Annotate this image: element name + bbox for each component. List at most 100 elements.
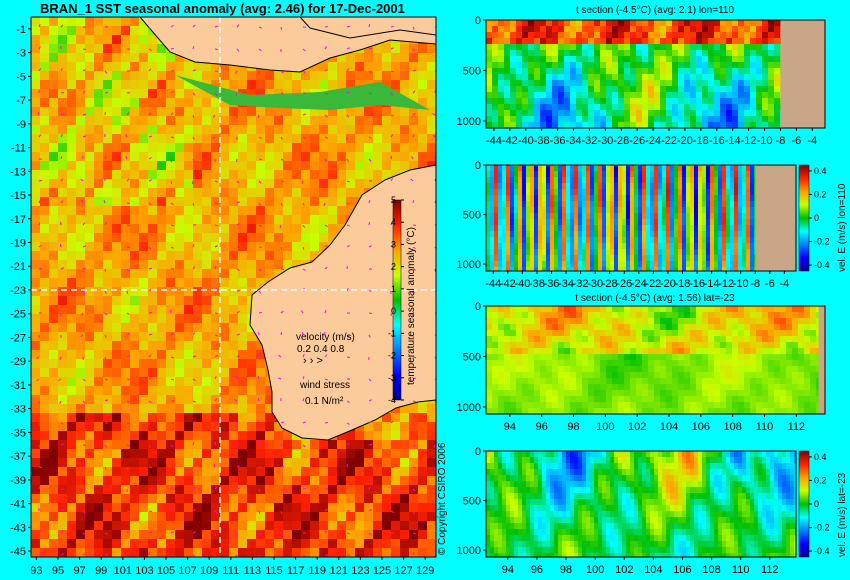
map-cell (409, 422, 419, 432)
velocity-vector (82, 222, 86, 226)
section-cell (622, 165, 627, 172)
velocity-vector (368, 221, 371, 226)
section-cell (744, 32, 751, 39)
map-cell (58, 116, 68, 126)
map-cell (202, 206, 212, 216)
map-cell (337, 179, 347, 189)
section-cell (738, 177, 743, 184)
map-cell (220, 143, 230, 153)
map-cell (184, 314, 194, 324)
map-cell (265, 485, 275, 495)
map-cell (193, 152, 203, 162)
section-cell (720, 74, 727, 81)
map-cell (40, 71, 50, 81)
section-cell (558, 26, 565, 33)
velocity-vector (148, 179, 152, 182)
map-cell (58, 107, 68, 117)
section-cell (768, 20, 775, 27)
section-cell (558, 110, 565, 117)
map-cell (211, 143, 221, 153)
map-cell (130, 269, 140, 279)
section-cell (742, 195, 747, 202)
map-cell (121, 494, 131, 504)
section-cell (750, 74, 757, 81)
map-cell (319, 467, 329, 477)
velocity-vector (126, 444, 130, 447)
map-cell (193, 134, 203, 144)
section-cell (686, 189, 691, 196)
map-cell (346, 539, 356, 549)
velocity-vector (368, 199, 371, 204)
map-cell (40, 116, 50, 126)
map-cell (265, 224, 275, 234)
velocity-vector (258, 136, 262, 140)
map-cell (238, 278, 248, 288)
section-cell (686, 165, 691, 172)
map-cell (184, 260, 194, 270)
velocity-vector (280, 92, 284, 95)
section-cell (648, 98, 655, 105)
map-cell (40, 476, 50, 486)
map-cell (112, 296, 122, 306)
map-cell (229, 377, 239, 387)
section-cell (686, 183, 691, 190)
velocity-vector (323, 202, 326, 207)
section-cell (666, 183, 671, 190)
map-cell (409, 431, 419, 441)
section-cell (666, 44, 673, 51)
section-cell (666, 165, 671, 172)
map-cell (148, 395, 158, 405)
map-cell (58, 251, 68, 261)
map-cell (427, 440, 436, 450)
velocity-vector (148, 311, 153, 314)
section-cell (522, 183, 527, 190)
section-cell (558, 44, 565, 51)
map-cell (49, 125, 59, 135)
section-cell (708, 62, 715, 69)
map-cell (121, 98, 131, 108)
map-cell (112, 350, 122, 360)
section-cell (586, 195, 591, 202)
map-cell (76, 80, 86, 90)
section-cell (742, 177, 747, 184)
map-cell (103, 422, 113, 432)
map-cell (400, 458, 410, 468)
map-x-tick-label: 127 (394, 565, 412, 577)
velocity-vector (368, 23, 371, 28)
map-cell (229, 485, 239, 495)
section-cell (636, 44, 643, 51)
map-cell (67, 233, 77, 243)
section-cell (690, 207, 695, 214)
map-cell (247, 179, 257, 189)
map-cell (193, 350, 203, 360)
section-cell (514, 195, 519, 202)
section-cell (750, 32, 757, 39)
map-cell (256, 107, 266, 117)
map-y-tick-label: -25 (10, 309, 26, 321)
map-cell (319, 458, 329, 468)
map-cell (346, 143, 356, 153)
section-cell (658, 189, 663, 196)
section-cell (486, 62, 493, 69)
section-cell (642, 110, 649, 117)
section-cell (570, 183, 575, 190)
map-cell (85, 134, 95, 144)
map-cell (274, 170, 284, 180)
section-cell (742, 207, 747, 214)
map-cell (274, 197, 284, 207)
section-cell (642, 80, 649, 87)
map-cell (355, 530, 365, 540)
map-cell (211, 224, 221, 234)
map-cell (130, 278, 140, 288)
map-cell (121, 476, 131, 486)
section-cell (658, 201, 663, 208)
map-cell (382, 143, 392, 153)
section-cell (714, 68, 721, 75)
section-cell (540, 116, 547, 123)
map-cell (76, 404, 86, 414)
map-cell (85, 287, 95, 297)
map-cell (31, 17, 41, 27)
map-cell (157, 116, 167, 126)
section-cell (586, 177, 591, 184)
